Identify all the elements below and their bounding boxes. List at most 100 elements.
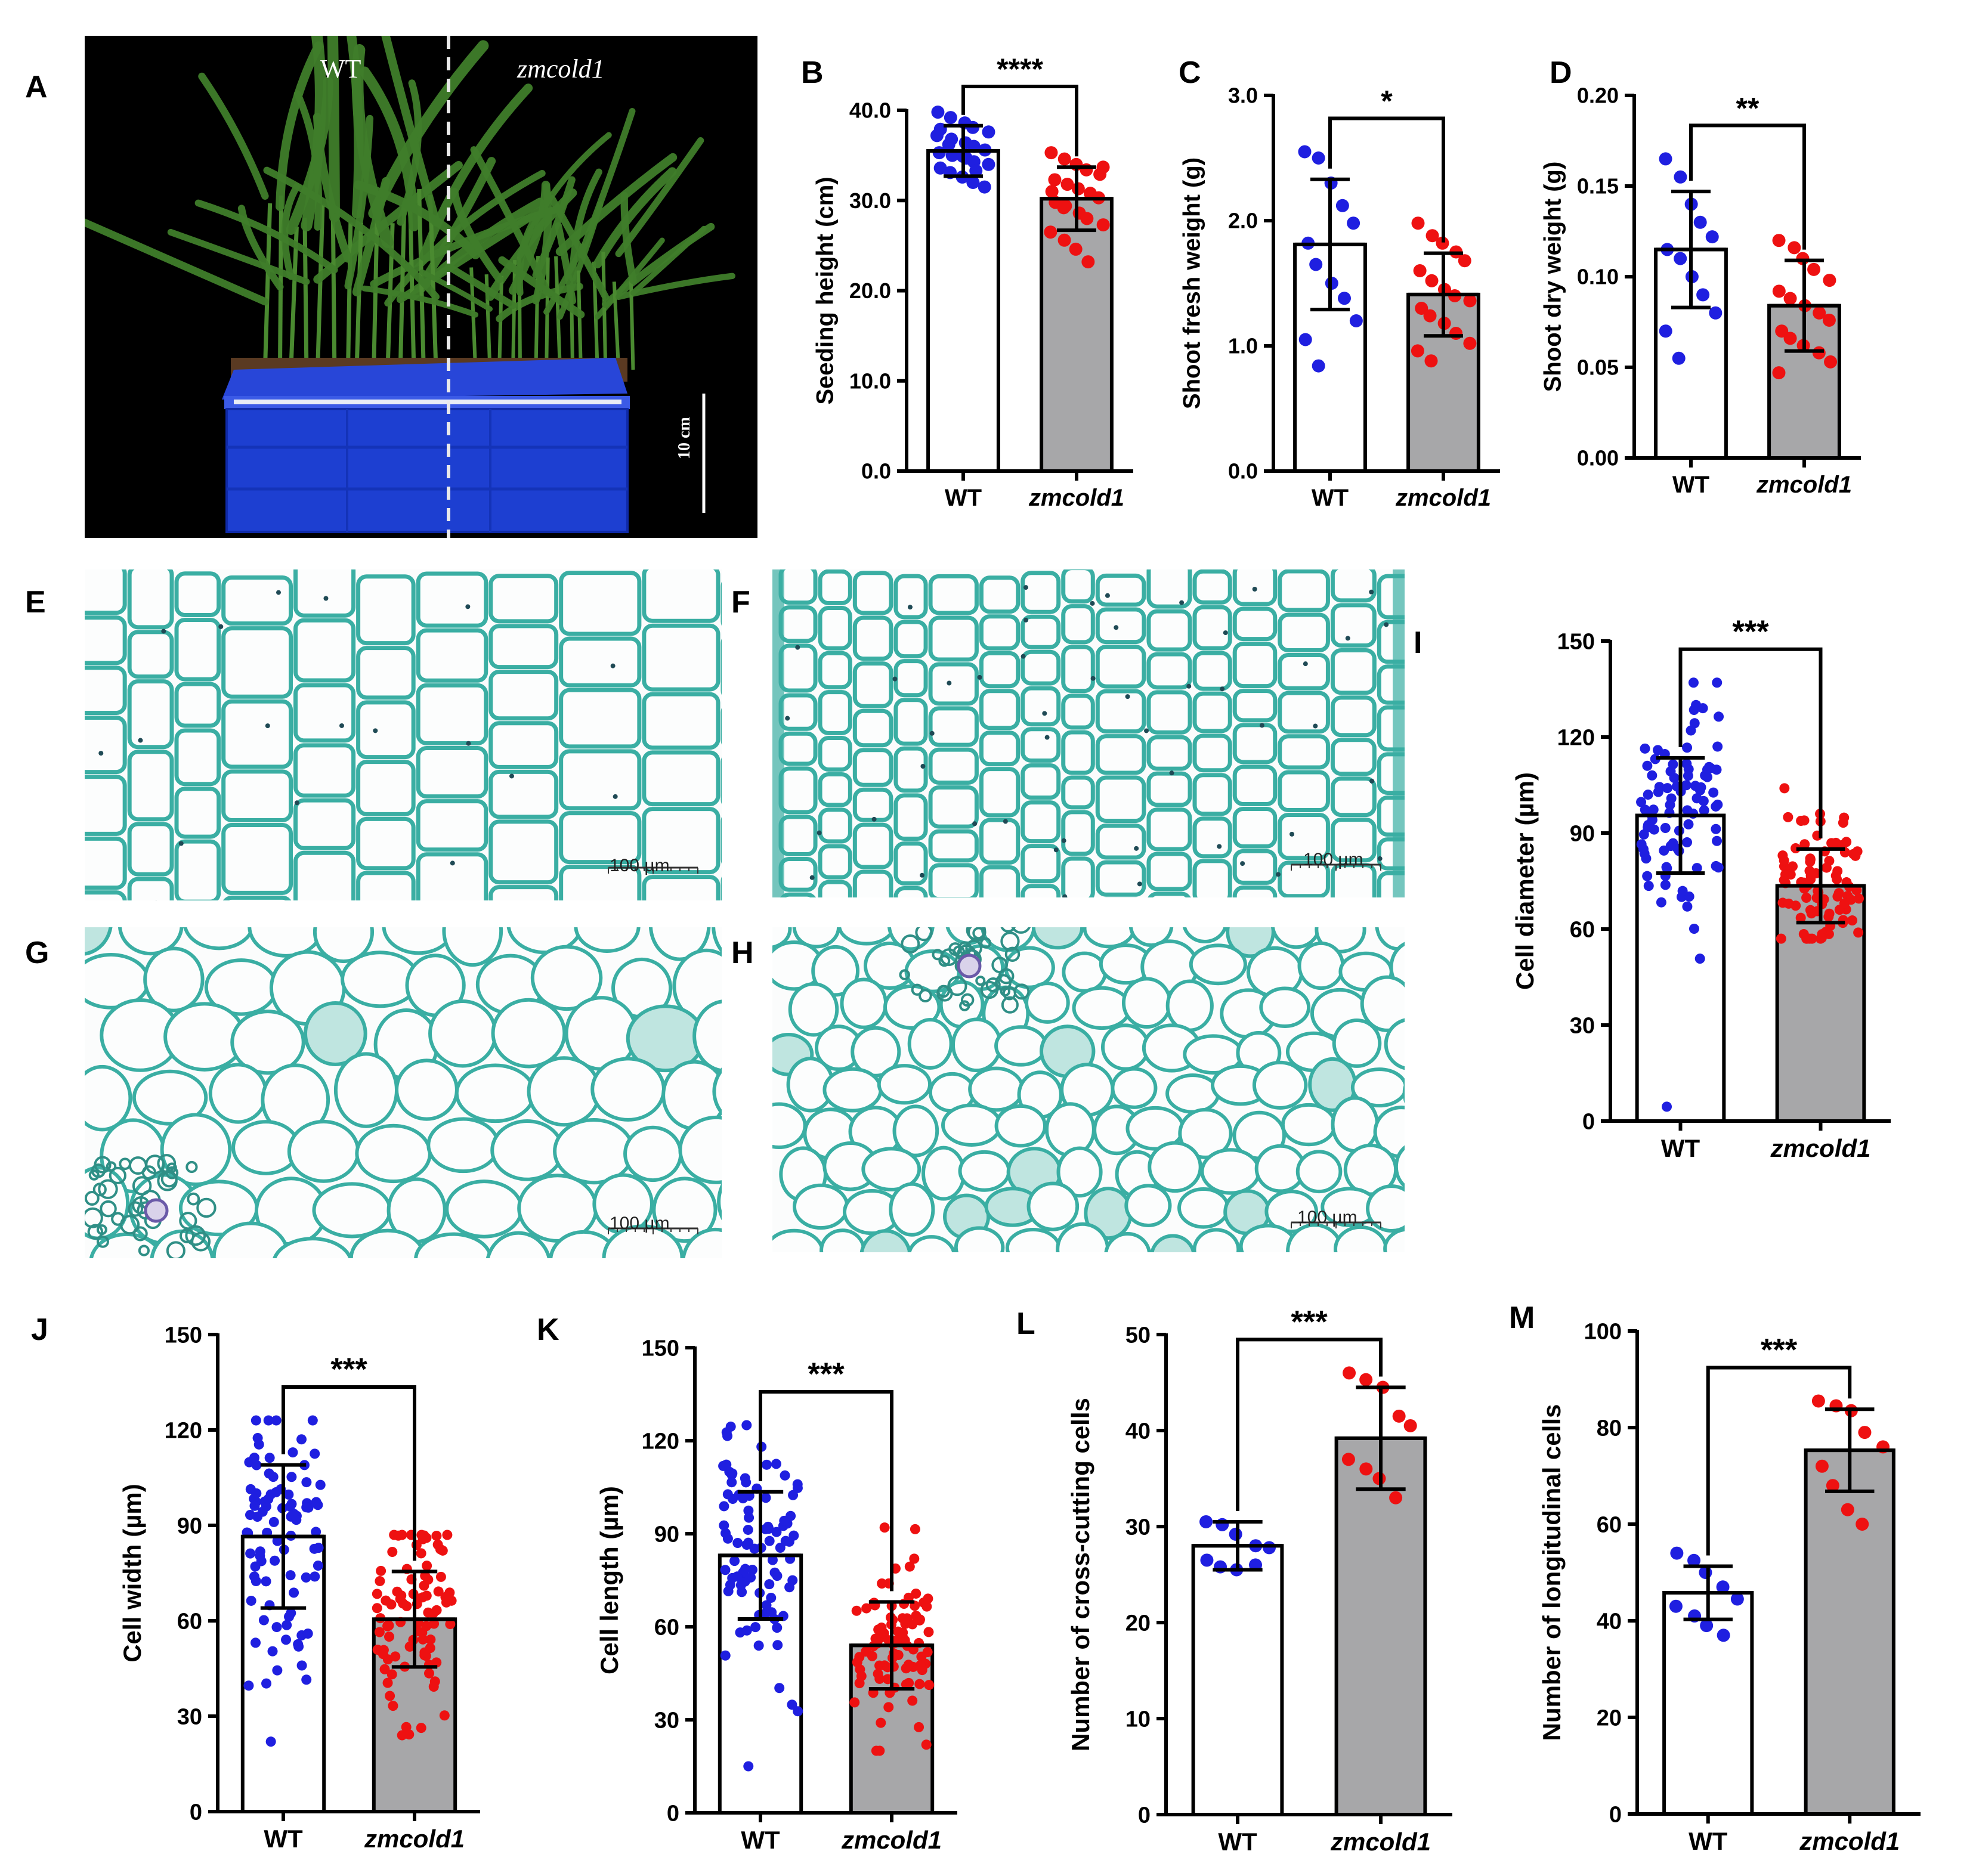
chart-k-x-label-wt: WT (741, 1826, 780, 1854)
chart-j-point-wt (243, 1528, 253, 1538)
vascular-cell (94, 1156, 112, 1174)
chart-c-point-wt (1349, 314, 1363, 327)
cell (1297, 941, 1345, 990)
chart-k-point-wt (738, 1567, 749, 1578)
chart-b-point-wt (933, 122, 947, 136)
cell-nucleus (339, 723, 344, 728)
chart-j-point-wt (264, 1600, 275, 1611)
chart-b-point-wt (959, 151, 973, 165)
cell (778, 857, 818, 892)
chart-i-point-wt (1653, 787, 1663, 797)
chart-d: 0.00 0.05 0.10 0.15 0.20 WT zmcold1 Shoot dry w… (1539, 83, 1861, 498)
chart-m-bar-mutant (1804, 1448, 1895, 1816)
cell (772, 1102, 807, 1150)
y-tick-label: 30 (1125, 1515, 1151, 1540)
cell (818, 844, 852, 880)
chart-i-point-mutant (1805, 854, 1816, 865)
chart-k-point-mutant (900, 1618, 911, 1629)
vascular-cell (975, 976, 986, 986)
cell (1270, 927, 1322, 949)
chart-i-point-mutant (1777, 850, 1788, 861)
chart-d-point-mutant (1807, 262, 1821, 276)
chart-k-point-wt (764, 1579, 775, 1590)
chart-c-y-label: Shoot fresh weight (g) (1179, 157, 1205, 409)
cell-nucleus (1090, 676, 1096, 681)
chart-k-point-wt (766, 1607, 777, 1618)
chart-j-point-mutant (408, 1634, 419, 1645)
y-tick-label: 50 (1125, 1323, 1151, 1348)
cell (1062, 951, 1108, 993)
chart-j-point-wt (315, 1479, 326, 1490)
vascular-cell (98, 1179, 118, 1199)
leaf (470, 146, 551, 294)
cell (293, 618, 356, 683)
chart-b-point-mutant (1096, 218, 1110, 232)
y-tick-label: 60 (1597, 1512, 1622, 1537)
chart-i-point-mutant (1821, 862, 1832, 873)
chart-k-point-mutant (861, 1646, 871, 1657)
cell (692, 999, 722, 1073)
vascular-cell (111, 1212, 125, 1226)
chart-i-point-wt (1700, 770, 1711, 781)
vascular-cell (196, 1197, 217, 1218)
chart-i-point-wt (1698, 795, 1709, 806)
chart-i-point-wt (1674, 846, 1684, 856)
chart-c-point-wt (1337, 292, 1351, 305)
cell (1232, 885, 1278, 897)
chart-b-point-wt (945, 148, 959, 162)
leaf (381, 36, 441, 227)
chart-k-point-wt (786, 1510, 796, 1521)
chart-k-point-wt (752, 1483, 762, 1494)
y-tick-label: 60 (654, 1615, 679, 1640)
chart-i-point-wt (1694, 785, 1705, 795)
chart-d-point-wt (1659, 152, 1672, 166)
cell-nucleus (1313, 723, 1318, 729)
cell-nucleus (1259, 723, 1264, 728)
y-tick-label: 30 (1570, 1013, 1595, 1038)
chart-j-bar-wt (240, 1534, 326, 1814)
chart-k-point-wt (744, 1512, 754, 1523)
chart-l-point-wt (1249, 1558, 1263, 1572)
chart-k-point-wt (784, 1536, 794, 1547)
chart-j-point-wt (286, 1472, 297, 1482)
chart-j-point-mutant (423, 1607, 434, 1618)
chart-k-point-mutant (914, 1722, 924, 1732)
chart-i-point-mutant (1805, 856, 1816, 867)
chart-b-significance: **** (997, 52, 1043, 86)
cell (1021, 763, 1061, 800)
cell-nucleus (1252, 586, 1257, 592)
vascular-cell (87, 1224, 103, 1240)
chart-k-point-mutant (924, 1680, 935, 1691)
cell (1095, 607, 1146, 645)
stem (372, 221, 379, 370)
chart-k-point-wt (738, 1493, 749, 1504)
cell (1146, 609, 1192, 652)
chart-k-point-wt (740, 1564, 751, 1574)
chart-k-point-wt (740, 1473, 750, 1484)
chart-i-point-wt (1638, 829, 1649, 840)
chart-c: 0.0 1.0 2.0 3.0 WT zmcold1 Shoot fresh weight … (1179, 83, 1500, 511)
chart-m-point-mutant (1829, 1399, 1843, 1413)
chart-k-point-mutant (899, 1599, 910, 1609)
cell-nucleus (265, 723, 270, 729)
cell (454, 1063, 536, 1123)
cell (928, 662, 979, 706)
chart-j-point-mutant (382, 1677, 393, 1688)
cell (559, 571, 642, 636)
chart-k-point-wt (788, 1490, 799, 1500)
chart-j-point-wt (285, 1570, 296, 1581)
chart-j-point-mutant (442, 1530, 453, 1540)
vascular-cell (1013, 983, 1030, 1000)
chart-b-point-mutant (1069, 242, 1083, 256)
chart-j-point-wt (286, 1530, 296, 1541)
cell (221, 769, 293, 822)
cell-nucleus (276, 590, 281, 595)
cell (1295, 1150, 1343, 1194)
cell (712, 1067, 722, 1116)
plastic-tray (222, 358, 630, 533)
cell-nucleus (178, 841, 184, 846)
cell-nucleus (1061, 838, 1066, 843)
cell (355, 1123, 432, 1184)
cell (893, 886, 928, 897)
y-tick-label: 20 (1125, 1611, 1151, 1636)
